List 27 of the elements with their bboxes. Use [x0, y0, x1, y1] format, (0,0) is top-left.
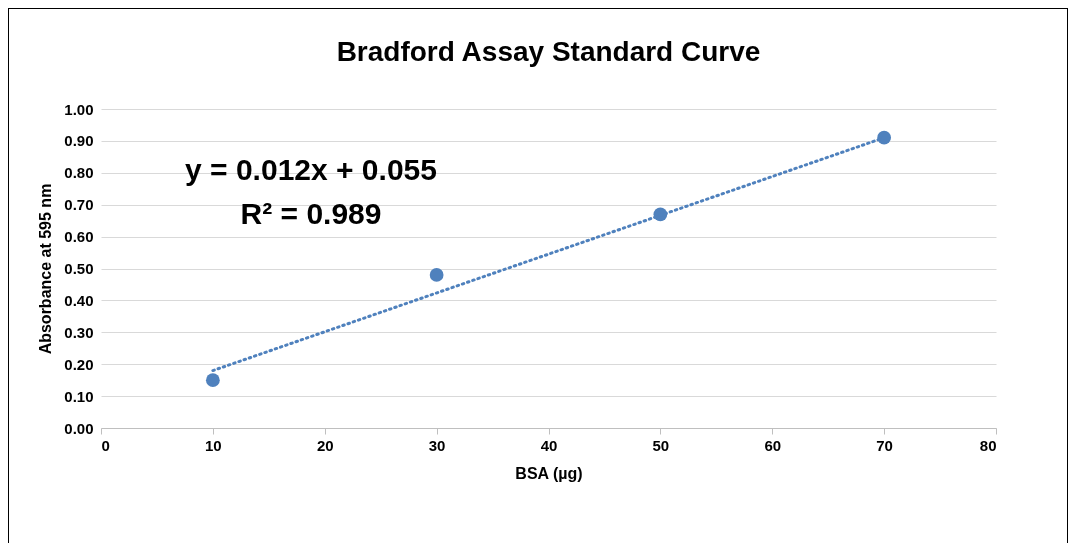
x-tick-label: 60 — [764, 436, 782, 454]
y-axis-title: Absorbance at 595 nm — [37, 183, 55, 355]
y-tick-label: 0.70 — [64, 196, 94, 214]
y-tick-label: 0.40 — [64, 291, 94, 309]
point — [205, 373, 220, 388]
annotation: R² = 0.989 — [240, 197, 382, 230]
x-tick-label: 0 — [101, 436, 110, 454]
point — [429, 268, 444, 282]
x-tick-label: 10 — [205, 436, 222, 454]
y-tick-label: 0.80 — [64, 164, 94, 182]
y-tick-label: 0.50 — [64, 260, 94, 277]
y-tick-label: 0.10 — [64, 387, 94, 405]
y-tick-label: 0.20 — [64, 355, 94, 373]
x-tick-label: 20 — [316, 436, 334, 454]
y-tick-label: 1.00 — [64, 100, 94, 118]
y-tick-label: 0.90 — [64, 132, 94, 150]
y-tick-label: 0.00 — [64, 419, 94, 437]
x-tick-label: 70 — [876, 436, 893, 454]
x-tick-label: 50 — [652, 436, 670, 454]
annotation: y = 0.012x + 0.055 — [185, 153, 437, 186]
chart-title: Bradford Assay Standard Curve — [336, 36, 761, 67]
x-tick-label: 80 — [979, 436, 997, 454]
y-tick-label: 0.30 — [64, 323, 94, 341]
x-tick-label: 30 — [428, 436, 446, 454]
x-tick-label: 40 — [540, 436, 558, 454]
y-tick-label: 0.60 — [64, 228, 94, 246]
x-axis-title: BSA (µg) — [515, 464, 583, 482]
